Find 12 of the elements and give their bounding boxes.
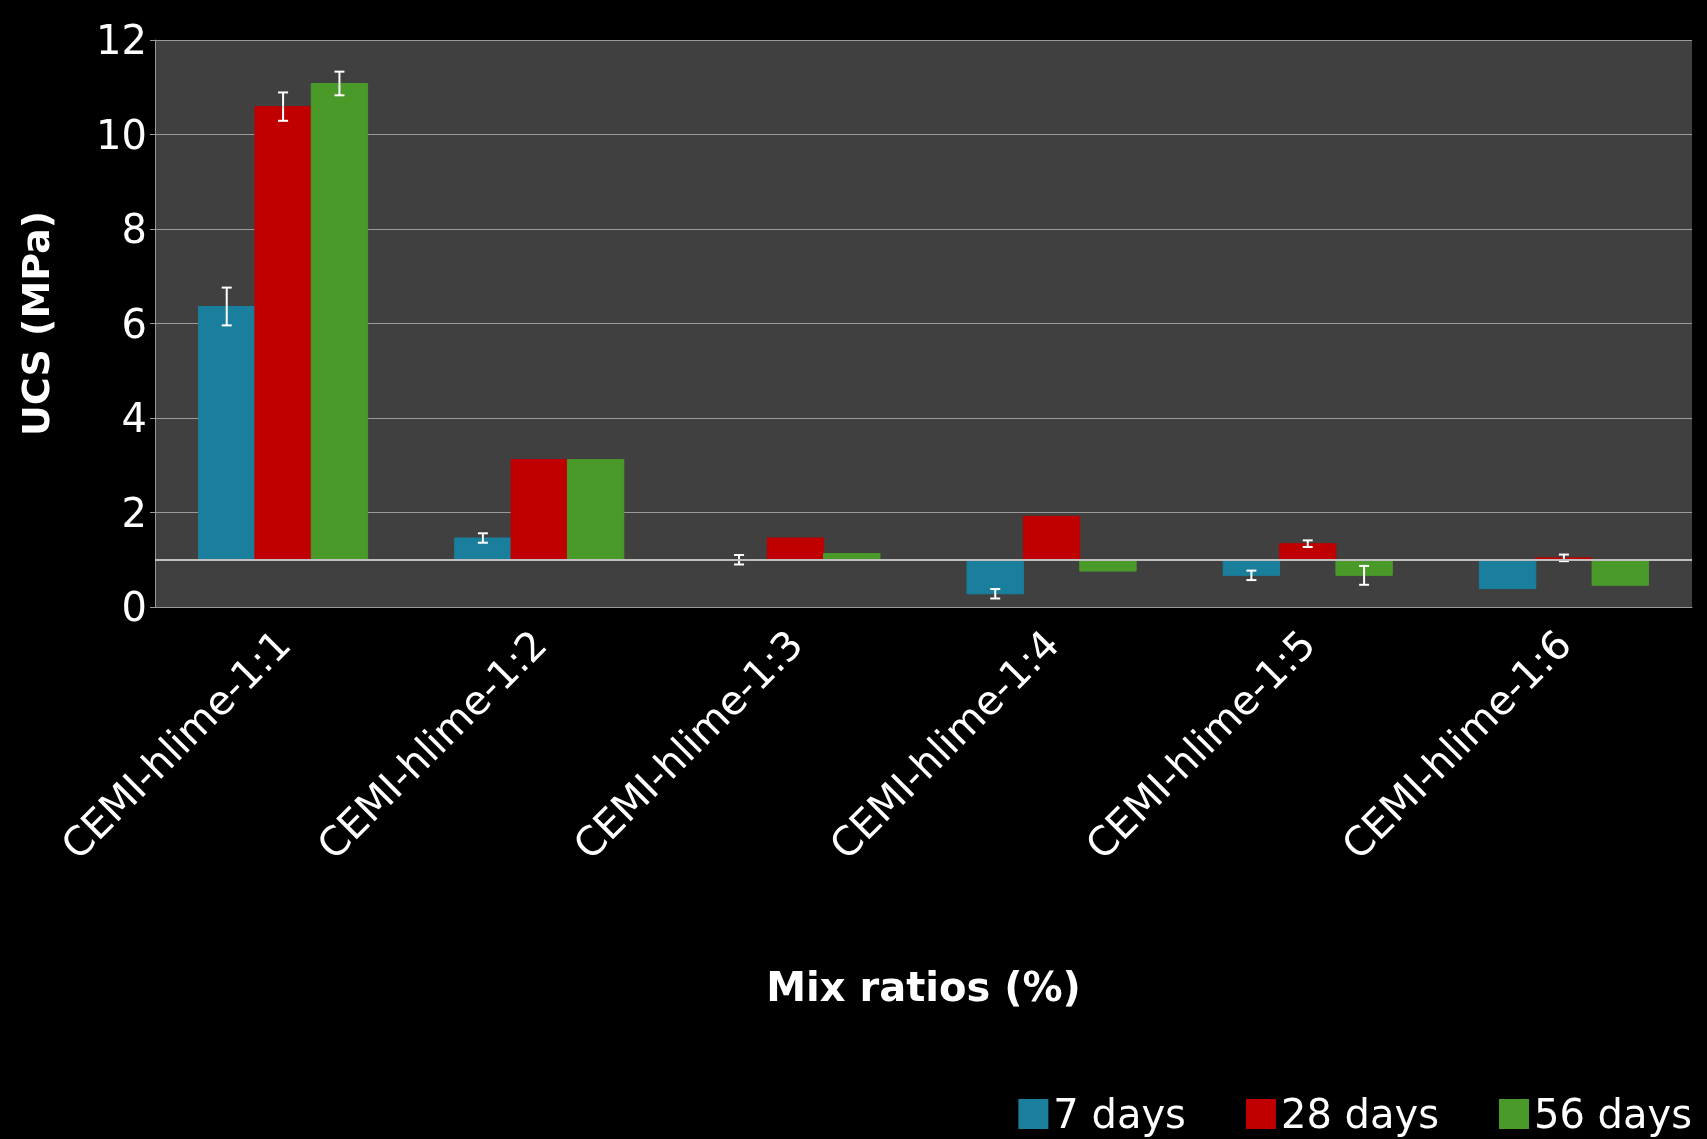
y-tick-label: 4 xyxy=(121,395,147,441)
y-axis-title: UCS (MPa) xyxy=(14,210,58,437)
y-tick-label: 10 xyxy=(96,111,147,158)
y-tick-label: 2 xyxy=(121,489,147,536)
legend-label: 7 days xyxy=(1053,1091,1186,1137)
y-tick-label: 0 xyxy=(121,584,147,630)
y-tick-label: 6 xyxy=(121,300,147,347)
x-axis-title: Mix ratios (%) xyxy=(766,964,1081,1010)
legend-label: 28 days xyxy=(1280,1091,1439,1137)
legend-label: 56 days xyxy=(1533,1091,1692,1137)
y-tick-label: 12 xyxy=(96,17,147,63)
y-tick-label: 8 xyxy=(121,206,147,252)
